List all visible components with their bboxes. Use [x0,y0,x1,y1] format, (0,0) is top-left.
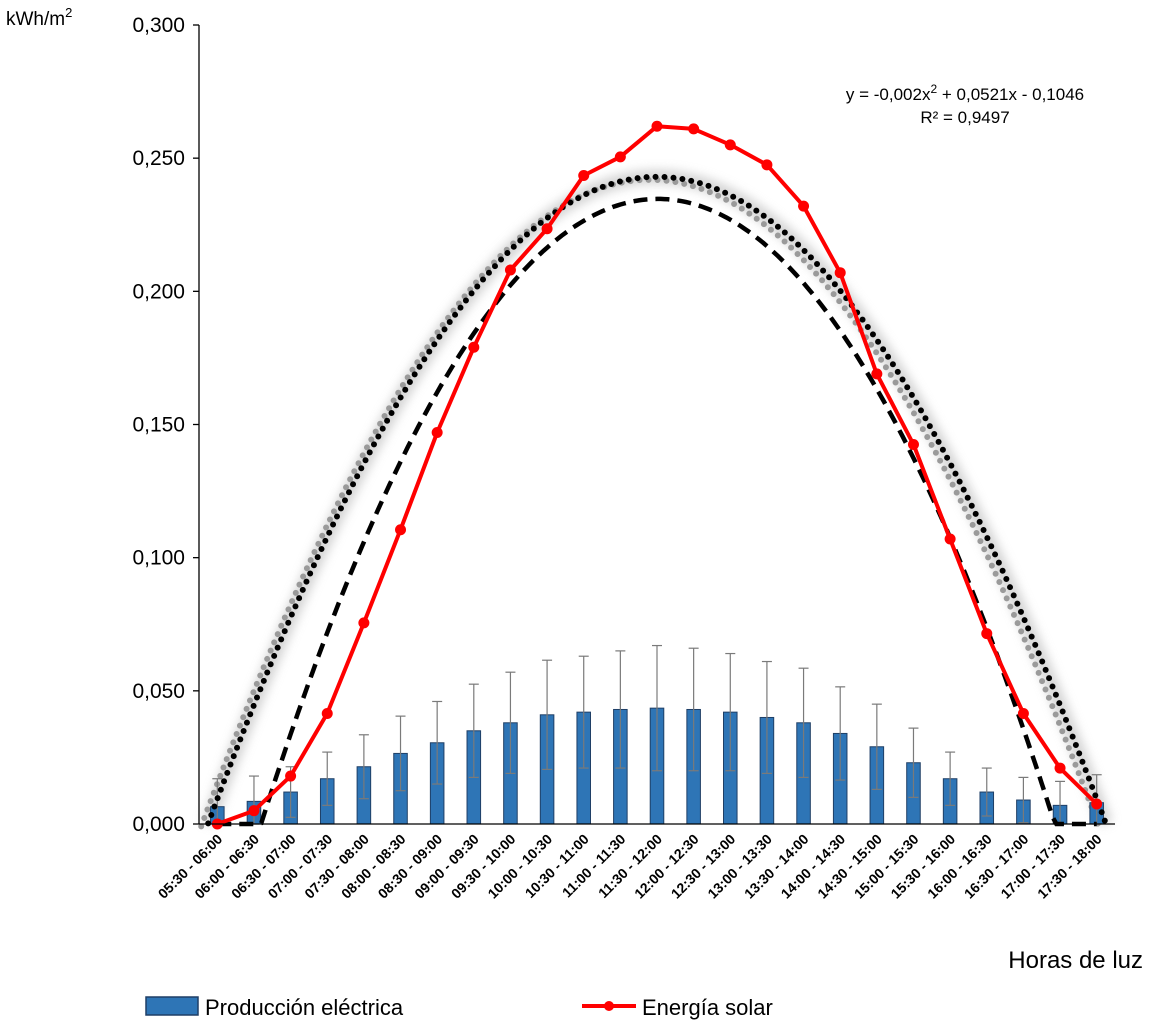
trendline-shadow-path [198,176,1102,830]
legend-label-solar: Energía solar [642,995,773,1020]
line-series [211,120,1103,830]
legend-swatch-marker [604,1001,614,1011]
trendline-solar-path [205,173,1109,827]
svg-text:y = -0,002x2 + 0,0521x - 0,104: y = -0,002x2 + 0,0521x - 0,1046 [846,82,1084,104]
y-tick-label: 0,000 [132,813,185,836]
y-axis-ticks: 0,000 0,050 0,100 0,150 0,200 0,250 0,300 [132,14,199,836]
line-point [1017,707,1029,719]
x-axis-title: Horas de luz [1008,947,1143,974]
y-tick-label: 0,250 [132,147,185,170]
y-unit-sup: 2 [65,5,72,20]
line-point [981,628,993,640]
line-point [285,770,297,782]
line-point [1091,798,1103,810]
line-point [688,123,700,135]
equation-line1-post: + 0,0521x - 0,1046 [937,85,1084,104]
line-point [651,120,663,132]
line-point [248,805,260,817]
svg-text:kWh/m2: kWh/m2 [6,5,72,30]
line-point [468,341,480,353]
legend: Producción eléctrica Energía solar [145,995,773,1020]
line-point [614,151,626,163]
equation-line1-pre: y = -0,002x [846,85,931,104]
line-point [431,426,443,438]
y-tick-label: 0,300 [132,14,185,37]
equation-r2: R² = 0,9497 [920,108,1009,127]
line-point [724,139,736,151]
line-point [395,524,407,536]
line-point [1054,762,1066,774]
legend-label-production: Producción eléctrica [205,995,404,1020]
y-unit-label: kWh/m2 [6,5,72,30]
axes [198,25,1115,825]
error-bars [212,644,1102,825]
trendline-solar [205,173,1109,827]
y-tick-label: 0,100 [132,547,185,570]
y-unit-text: kWh/m [6,9,65,30]
legend-swatch-bar [145,996,199,1016]
y-tick-label: 0,200 [132,280,185,303]
line-point [321,707,333,719]
line-point [578,169,590,181]
y-tick-label: 0,050 [132,680,185,703]
line-point [944,533,956,545]
line-point [834,267,846,279]
line-point [541,223,553,235]
line-point [504,264,516,276]
y-tick-label: 0,150 [132,414,185,437]
line-point [907,438,919,450]
equation-annotation: y = -0,002x2 + 0,0521x - 0,1046 R² = 0,9… [846,82,1084,127]
x-tick-label: 17:30 - 18:00 [1034,831,1105,902]
line-point [761,159,773,171]
equation-line1-sup: 2 [930,82,937,96]
line-point [798,200,810,212]
line-point [871,368,883,380]
line-point [358,617,370,629]
